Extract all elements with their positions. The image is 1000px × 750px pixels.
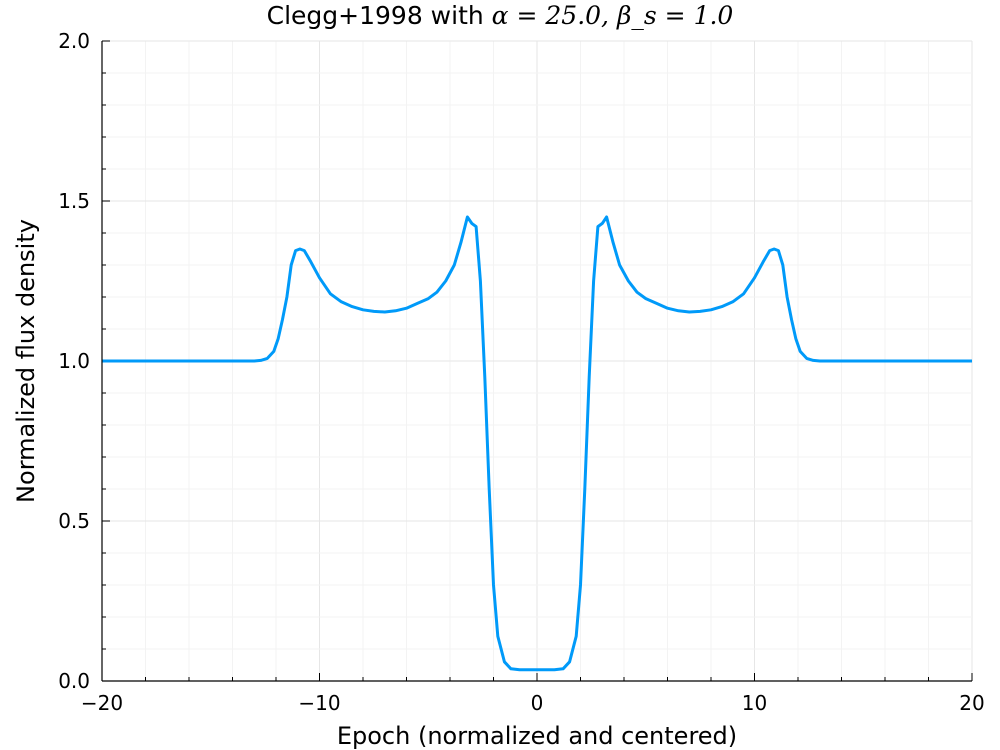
y-tick-label: 0.0 bbox=[58, 669, 90, 693]
x-tick-label: 0 bbox=[531, 691, 544, 715]
x-tick-label: −10 bbox=[298, 691, 340, 715]
y-axis-label: Normalized flux density bbox=[12, 219, 40, 503]
y-tick-label: 1.0 bbox=[58, 349, 90, 373]
flux-density-line bbox=[102, 215, 972, 672]
axis-ticks bbox=[101, 40, 973, 682]
y-tick-label: 0.5 bbox=[58, 509, 90, 533]
x-tick-label: 20 bbox=[959, 691, 984, 715]
y-tick-label: 2.0 bbox=[58, 29, 90, 53]
x-tick-label: −20 bbox=[81, 691, 123, 715]
axes bbox=[101, 41, 972, 682]
tick-labels: −20 −10 0 10 20 0.0 0.5 1.0 1.5 2.0 bbox=[58, 29, 985, 715]
chart-title-text: Clegg+1998 with bbox=[266, 1, 492, 30]
chart-title-math: α = 25.0, β_s = 1.0 bbox=[491, 1, 734, 30]
x-tick-label: 10 bbox=[742, 691, 767, 715]
y-tick-label: 1.5 bbox=[58, 189, 90, 213]
chart-title: Clegg+1998 with α = 25.0, β_s = 1.0 bbox=[0, 0, 1000, 32]
series-layer bbox=[102, 215, 972, 672]
x-axis-label: Epoch (normalized and centered) bbox=[337, 722, 737, 750]
